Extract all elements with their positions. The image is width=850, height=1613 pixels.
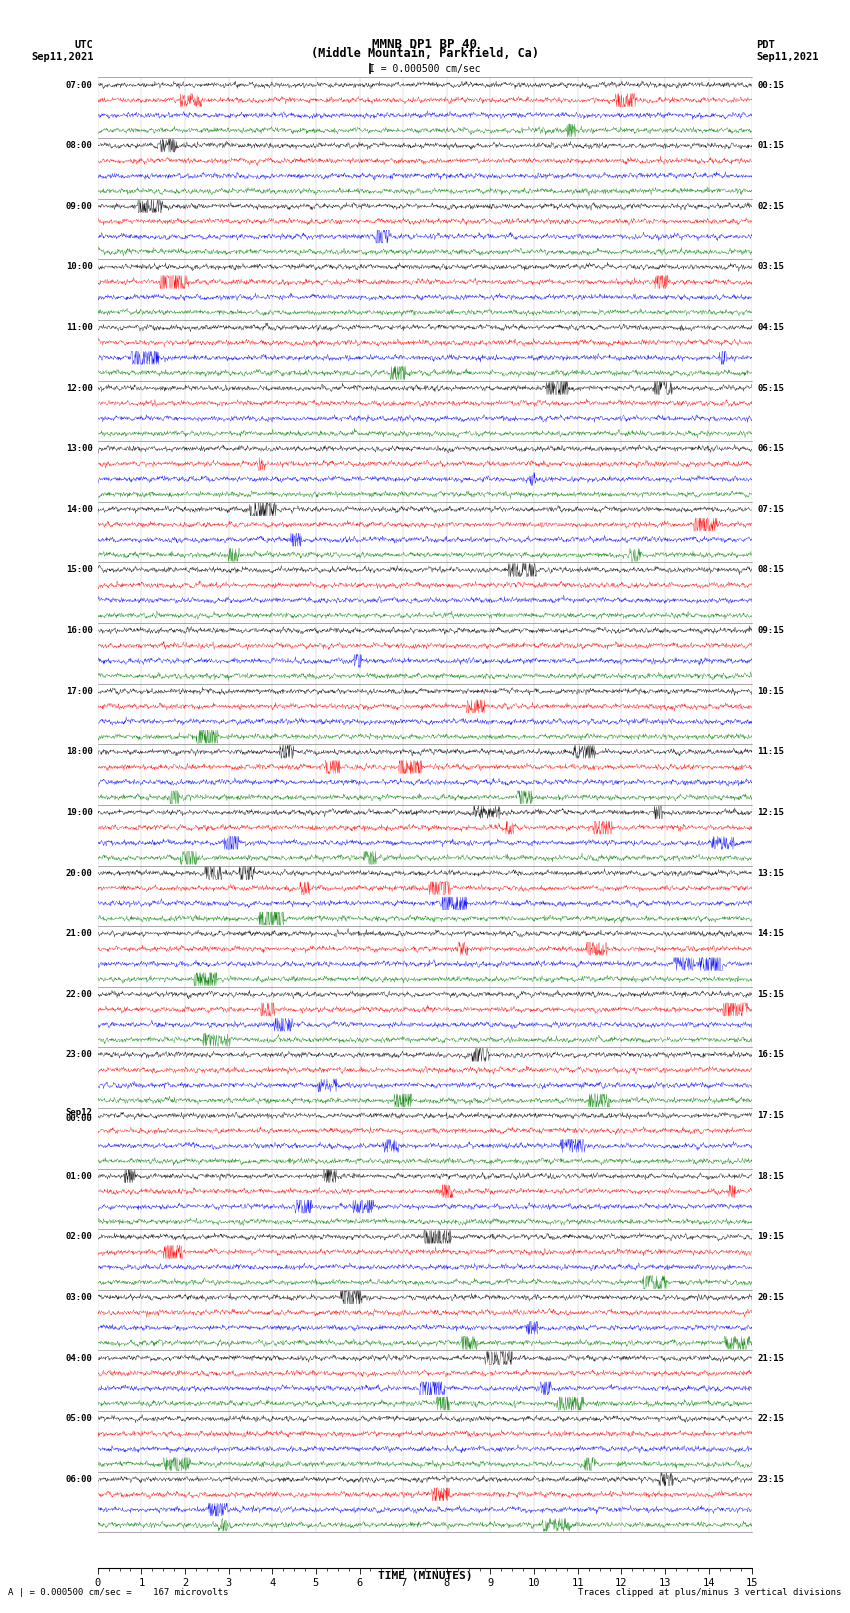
Text: 08:00: 08:00 bbox=[65, 140, 93, 150]
Text: 09:15: 09:15 bbox=[757, 626, 785, 636]
Text: PDT: PDT bbox=[756, 40, 775, 50]
Text: 17:00: 17:00 bbox=[65, 687, 93, 695]
Text: 13:15: 13:15 bbox=[757, 868, 785, 877]
Text: 00:00: 00:00 bbox=[65, 1115, 93, 1123]
Text: 08:15: 08:15 bbox=[757, 566, 785, 574]
Text: 12:00: 12:00 bbox=[65, 384, 93, 392]
Text: 01:15: 01:15 bbox=[757, 140, 785, 150]
Text: 12:15: 12:15 bbox=[757, 808, 785, 816]
Text: A | = 0.000500 cm/sec =    167 microvolts: A | = 0.000500 cm/sec = 167 microvolts bbox=[8, 1587, 229, 1597]
Text: 05:00: 05:00 bbox=[65, 1415, 93, 1423]
Text: 11:15: 11:15 bbox=[757, 747, 785, 756]
Text: 06:00: 06:00 bbox=[65, 1474, 93, 1484]
Text: 04:00: 04:00 bbox=[65, 1353, 93, 1363]
Text: 15:15: 15:15 bbox=[757, 990, 785, 998]
Text: 23:15: 23:15 bbox=[757, 1474, 785, 1484]
Text: 22:15: 22:15 bbox=[757, 1415, 785, 1423]
Text: Sep12: Sep12 bbox=[65, 1108, 93, 1116]
Text: 15:00: 15:00 bbox=[65, 566, 93, 574]
Text: 10:15: 10:15 bbox=[757, 687, 785, 695]
Text: 20:15: 20:15 bbox=[757, 1294, 785, 1302]
Text: 02:00: 02:00 bbox=[65, 1232, 93, 1242]
Text: (Middle Mountain, Parkfield, Ca): (Middle Mountain, Parkfield, Ca) bbox=[311, 47, 539, 60]
Text: 01:00: 01:00 bbox=[65, 1171, 93, 1181]
Text: 02:15: 02:15 bbox=[757, 202, 785, 211]
Text: 07:15: 07:15 bbox=[757, 505, 785, 515]
Text: 13:00: 13:00 bbox=[65, 444, 93, 453]
Text: UTC: UTC bbox=[75, 40, 94, 50]
Text: 21:00: 21:00 bbox=[65, 929, 93, 939]
Text: Sep11,2021: Sep11,2021 bbox=[31, 52, 94, 61]
Text: TIME (MINUTES): TIME (MINUTES) bbox=[377, 1571, 473, 1581]
Text: 18:15: 18:15 bbox=[757, 1171, 785, 1181]
Text: 07:00: 07:00 bbox=[65, 81, 93, 89]
Text: 03:15: 03:15 bbox=[757, 263, 785, 271]
Text: 04:15: 04:15 bbox=[757, 323, 785, 332]
Text: 05:15: 05:15 bbox=[757, 384, 785, 392]
Text: 19:15: 19:15 bbox=[757, 1232, 785, 1242]
Text: 03:00: 03:00 bbox=[65, 1294, 93, 1302]
Text: 10:00: 10:00 bbox=[65, 263, 93, 271]
Text: 23:00: 23:00 bbox=[65, 1050, 93, 1060]
Text: 14:15: 14:15 bbox=[757, 929, 785, 939]
Text: 14:00: 14:00 bbox=[65, 505, 93, 515]
Text: 17:15: 17:15 bbox=[757, 1111, 785, 1119]
Text: 19:00: 19:00 bbox=[65, 808, 93, 816]
Text: 09:00: 09:00 bbox=[65, 202, 93, 211]
Text: I = 0.000500 cm/sec: I = 0.000500 cm/sec bbox=[369, 63, 481, 74]
Text: 21:15: 21:15 bbox=[757, 1353, 785, 1363]
Text: 16:15: 16:15 bbox=[757, 1050, 785, 1060]
Text: MMNB DP1 BP 40: MMNB DP1 BP 40 bbox=[372, 37, 478, 50]
Text: Traces clipped at plus/minus 3 vertical divisions: Traces clipped at plus/minus 3 vertical … bbox=[578, 1587, 842, 1597]
Text: 06:15: 06:15 bbox=[757, 444, 785, 453]
Text: 22:00: 22:00 bbox=[65, 990, 93, 998]
Text: 18:00: 18:00 bbox=[65, 747, 93, 756]
Text: 00:15: 00:15 bbox=[757, 81, 785, 89]
Text: 16:00: 16:00 bbox=[65, 626, 93, 636]
Text: 11:00: 11:00 bbox=[65, 323, 93, 332]
Text: 20:00: 20:00 bbox=[65, 868, 93, 877]
Text: Sep11,2021: Sep11,2021 bbox=[756, 52, 819, 61]
